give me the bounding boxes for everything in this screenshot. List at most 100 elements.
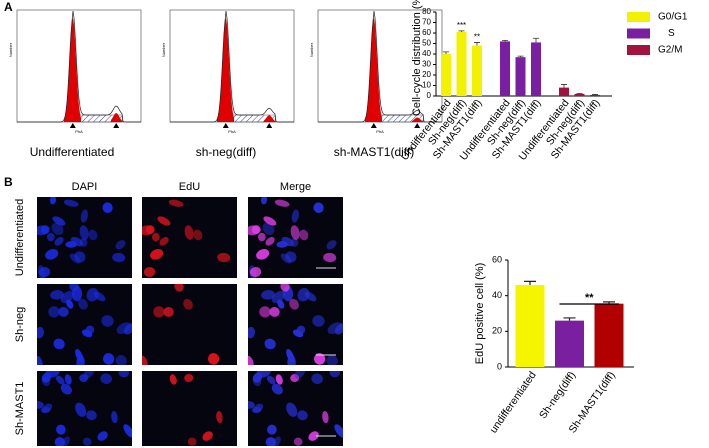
histogram-outline bbox=[17, 10, 141, 123]
cells bbox=[142, 199, 231, 277]
error-bar bbox=[524, 280, 536, 285]
nucleus bbox=[292, 329, 304, 338]
image-bg bbox=[142, 284, 237, 365]
nucleus bbox=[276, 241, 288, 248]
peak-g2 bbox=[412, 117, 423, 122]
error-bar bbox=[576, 92, 583, 94]
legend-label: G0/G1 bbox=[658, 12, 688, 23]
cells bbox=[248, 371, 343, 446]
error-bar bbox=[603, 301, 615, 304]
y-axis-title: Cell-cycle distribution (%) bbox=[411, 0, 423, 116]
nucleus bbox=[193, 229, 203, 241]
nucleus bbox=[54, 437, 65, 446]
nucleus bbox=[45, 371, 60, 378]
x-tick-label: undifferentiated bbox=[487, 369, 538, 435]
sample-label: Undifferentiated bbox=[30, 145, 115, 159]
nucleus bbox=[183, 298, 193, 310]
nucleus bbox=[280, 284, 290, 292]
nucleus bbox=[115, 240, 126, 250]
nucleus bbox=[52, 216, 66, 226]
histogram-frame bbox=[169, 9, 295, 123]
nucleus bbox=[252, 375, 262, 387]
peak-g1 bbox=[365, 18, 382, 122]
nucleus bbox=[267, 424, 277, 435]
nucleus bbox=[80, 209, 88, 223]
row-label: Undifferentiated bbox=[14, 199, 26, 276]
y-tick-label: 70 bbox=[422, 18, 431, 27]
nucleus bbox=[145, 225, 155, 235]
nucleus bbox=[153, 306, 165, 318]
nucleus bbox=[266, 375, 276, 385]
nucleus bbox=[48, 306, 60, 318]
y-tick-label: 80 bbox=[422, 7, 431, 16]
y-tick-label: 20 bbox=[492, 326, 502, 336]
nucleus bbox=[264, 338, 276, 350]
nucleus bbox=[78, 298, 88, 310]
nucleus bbox=[293, 437, 303, 446]
nucleus bbox=[69, 284, 79, 292]
nucleus bbox=[256, 371, 271, 378]
nucleus bbox=[51, 222, 64, 235]
nucleus bbox=[311, 373, 323, 385]
nucleus bbox=[286, 349, 295, 362]
nucleus bbox=[86, 287, 99, 302]
significance: ** bbox=[474, 33, 480, 42]
nucleus bbox=[75, 349, 84, 362]
nucleus bbox=[103, 353, 115, 365]
peak-g2 bbox=[264, 115, 275, 122]
nucleus bbox=[286, 402, 298, 417]
legend-label: G2/M bbox=[658, 45, 682, 56]
nucleus bbox=[251, 225, 261, 235]
y-tick-label: 50 bbox=[422, 39, 431, 48]
bar bbox=[500, 41, 510, 96]
nucleus bbox=[312, 315, 325, 327]
bar bbox=[574, 93, 585, 96]
nucleus bbox=[97, 431, 108, 441]
y-tick-label: 0 bbox=[427, 91, 432, 100]
nucleus bbox=[81, 329, 93, 338]
nucleus bbox=[75, 402, 87, 417]
nucleus bbox=[256, 248, 270, 260]
nucleus bbox=[275, 374, 283, 385]
axis-title: Number bbox=[309, 42, 314, 57]
micrograph bbox=[37, 284, 132, 365]
nucleus bbox=[174, 284, 184, 292]
nucleus bbox=[143, 267, 156, 277]
nucleus bbox=[86, 410, 97, 421]
nucleus bbox=[297, 287, 310, 302]
bar bbox=[441, 54, 451, 96]
nucleus bbox=[269, 307, 280, 317]
histogram-outline bbox=[318, 10, 442, 123]
x-tick-label: Sh-neg(diff) bbox=[537, 369, 578, 421]
nucleus bbox=[41, 375, 51, 387]
nucleus bbox=[83, 371, 95, 379]
nucleus bbox=[169, 374, 177, 385]
legend-swatch bbox=[627, 28, 650, 39]
cells bbox=[248, 284, 343, 365]
nucleus bbox=[323, 252, 337, 263]
micrograph bbox=[37, 197, 132, 278]
nucleus bbox=[56, 424, 66, 435]
histogram-outline bbox=[170, 10, 294, 123]
nucleus bbox=[40, 225, 50, 235]
bar bbox=[594, 303, 624, 367]
nucleus bbox=[66, 299, 74, 309]
nucleus bbox=[257, 232, 266, 242]
nucleus bbox=[115, 355, 127, 365]
y-tick-label: 40 bbox=[492, 290, 502, 300]
image-bg bbox=[142, 371, 237, 446]
nucleus bbox=[308, 431, 319, 441]
y-tick-label: 60 bbox=[492, 254, 502, 264]
sample-label: sh-neg(diff) bbox=[196, 145, 256, 159]
error-bar bbox=[563, 317, 576, 321]
axis-title: PhA bbox=[75, 129, 83, 134]
peak-marker bbox=[414, 123, 421, 128]
y-tick-label: 40 bbox=[422, 49, 431, 58]
nucleus bbox=[63, 199, 79, 207]
column-header: EdU bbox=[179, 181, 200, 193]
error-bar bbox=[517, 55, 524, 58]
nucleus bbox=[263, 216, 277, 226]
bar bbox=[531, 42, 541, 96]
nucleus bbox=[50, 290, 64, 300]
